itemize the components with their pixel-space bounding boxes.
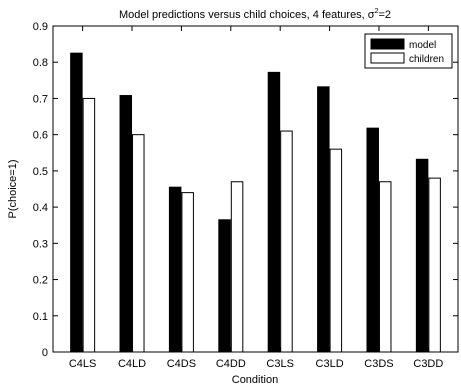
x-tick-label: C4DD (216, 358, 246, 370)
bars-group (70, 52, 441, 353)
x-tick-label: C4LD (118, 358, 146, 370)
bar-children-c3dd (428, 177, 441, 353)
bar-model-c3dd (415, 158, 429, 353)
y-axis-label: P(choice=1) (7, 159, 19, 218)
bar-children-c4ls (82, 97, 96, 353)
x-tick-label: C3LD (316, 358, 344, 370)
bar-model-c3ds (366, 127, 379, 353)
plot-area (52, 25, 459, 353)
bar-model-c3ld (317, 86, 330, 353)
y-tick-label: 0.6 (33, 130, 48, 142)
legend-swatch-children (370, 52, 405, 64)
y-tick-label: 0.2 (33, 275, 48, 287)
bar-children-c3ld (329, 148, 343, 353)
bar-model-c4ld (119, 95, 133, 353)
y-tick-label: 0.7 (33, 93, 48, 105)
x-axis-label: Condition (232, 374, 278, 385)
chart-title: Model predictions versus child choices, … (119, 8, 391, 21)
y-tick-label: 0.5 (33, 166, 48, 178)
y-tick-label: 0 (42, 347, 48, 359)
bar-children-c4ds (181, 192, 194, 353)
y-axis: 0 0.1 0.2 0.3 0.4 0.5 0.6 0.7 0.8 0.9 (33, 21, 458, 359)
y-tick-label: 0.8 (33, 57, 48, 69)
x-tick-label: C4DS (167, 358, 196, 370)
y-tick-label: 0.3 (33, 238, 48, 250)
y-tick-label: 0.1 (33, 311, 48, 323)
chart-title-sup: 2 (375, 8, 379, 15)
y-tick-label: 0.9 (33, 21, 48, 33)
bar-children-c3ds (378, 181, 392, 353)
bar-children-c4dd (230, 181, 244, 353)
legend-swatch-model (370, 38, 405, 50)
bar-children-c3ls (280, 130, 293, 353)
x-axis: C4LS C4LD C4DS C4DD C3LS C3LD C3DS C3DD (69, 26, 443, 370)
x-tick-label: C3DS (364, 358, 393, 370)
bar-model-c4dd (218, 219, 231, 353)
x-tick-label: C4LS (69, 358, 97, 370)
chart-title-main: Model predictions versus child choices, … (119, 9, 375, 21)
y-tick-label: 0.4 (33, 202, 48, 214)
chart-title-tail: =2 (379, 9, 392, 21)
bar-model-c4ds (168, 186, 182, 353)
x-tick-label: C3LS (266, 358, 294, 370)
bar-children-c4ld (132, 134, 145, 353)
x-tick-label: C3DD (413, 358, 443, 370)
legend: model children (364, 33, 453, 69)
legend-label-children: children (409, 54, 444, 65)
bar-model-c4ls (70, 52, 83, 353)
legend-label-model: model (409, 40, 436, 51)
bar-model-c3ls (267, 71, 281, 353)
